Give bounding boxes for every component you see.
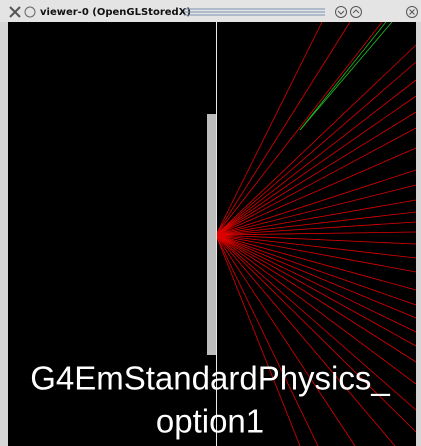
track xyxy=(215,234,417,291)
track xyxy=(215,169,417,236)
maximize-icon xyxy=(352,9,360,14)
track xyxy=(215,21,323,236)
close-app-icon[interactable] xyxy=(9,6,21,18)
maximize-button[interactable] xyxy=(350,6,362,18)
track xyxy=(215,234,417,433)
window-title: viewer-0 (OpenGLStoredX) xyxy=(40,7,191,18)
track xyxy=(215,211,417,236)
track xyxy=(215,234,319,446)
particle-tracks xyxy=(215,21,417,446)
track xyxy=(215,234,417,347)
close-icon xyxy=(409,9,415,15)
track xyxy=(215,21,383,236)
close-button[interactable] xyxy=(406,6,418,18)
track xyxy=(215,95,417,236)
track xyxy=(215,234,396,446)
track xyxy=(215,234,417,363)
track xyxy=(215,234,356,446)
gamma-track xyxy=(299,21,393,131)
detector-slab xyxy=(207,114,216,355)
gamma-track xyxy=(299,21,387,131)
overlay-line: G4EmStandardPhysics_ xyxy=(30,360,390,397)
track xyxy=(215,111,417,236)
track xyxy=(215,234,417,319)
track xyxy=(215,234,417,385)
track xyxy=(215,21,351,236)
track xyxy=(215,234,417,306)
track xyxy=(215,61,417,236)
minimize-button[interactable] xyxy=(335,6,347,18)
track xyxy=(215,234,301,446)
track xyxy=(215,147,417,236)
track xyxy=(215,234,417,333)
track xyxy=(215,221,417,236)
track xyxy=(215,79,417,236)
track xyxy=(215,234,417,411)
track xyxy=(215,184,417,236)
track xyxy=(215,199,417,236)
track xyxy=(215,127,417,236)
title-bar xyxy=(0,0,421,22)
track xyxy=(215,234,417,245)
overlay-line: option1 xyxy=(156,403,264,440)
track xyxy=(215,44,417,236)
track xyxy=(215,234,417,259)
track xyxy=(215,234,417,273)
minimize-icon xyxy=(337,10,345,15)
track xyxy=(215,231,417,236)
title-decoration xyxy=(184,8,325,16)
menu-icon[interactable] xyxy=(24,6,36,18)
